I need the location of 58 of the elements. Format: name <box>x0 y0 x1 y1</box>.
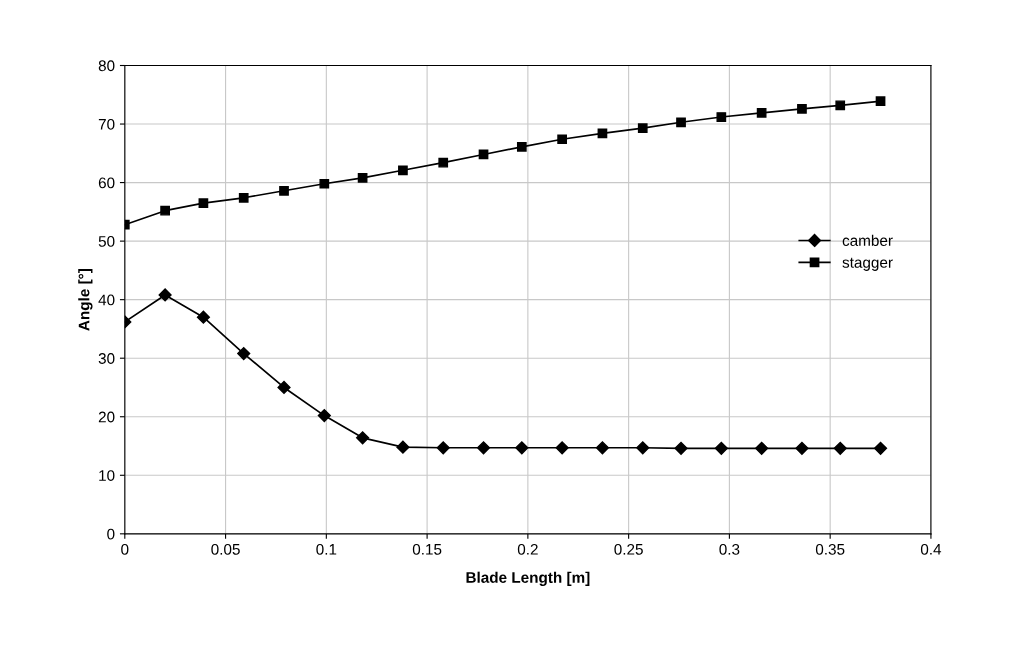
point <box>555 441 569 455</box>
y-tick-label: 20 <box>98 411 115 423</box>
point <box>676 117 686 128</box>
y-tick-label: 50 <box>98 235 115 247</box>
y-tick-label: 30 <box>98 353 115 364</box>
point <box>636 441 650 455</box>
point <box>835 100 846 111</box>
point <box>516 142 527 152</box>
point <box>756 108 767 118</box>
point <box>158 288 172 302</box>
y-tick-label: 70 <box>98 118 115 130</box>
point <box>873 441 888 455</box>
point <box>357 173 368 183</box>
point <box>438 157 449 168</box>
point <box>237 346 251 361</box>
x-tick-label: 0.1 <box>316 543 337 555</box>
point <box>875 96 886 107</box>
point <box>160 205 170 216</box>
point <box>317 408 331 423</box>
point <box>436 441 450 455</box>
point <box>714 441 728 455</box>
point <box>356 431 370 445</box>
point <box>515 441 529 455</box>
point <box>797 103 807 114</box>
point <box>716 112 727 122</box>
y-tick-label: 0 <box>107 528 115 540</box>
point <box>277 380 291 395</box>
point <box>319 178 330 189</box>
legend-label: camber <box>842 234 893 246</box>
x-tick-label: 0.15 <box>412 543 442 555</box>
point <box>795 441 809 455</box>
point <box>398 165 408 176</box>
point <box>196 310 210 324</box>
point <box>637 123 648 134</box>
x-tick-label: 0.3 <box>719 543 740 555</box>
x-tick-label: 0 <box>121 543 129 555</box>
point <box>198 198 209 208</box>
y-tick-label: 10 <box>99 470 115 481</box>
y-tick-label: 80 <box>98 60 115 72</box>
y-tick-label: 60 <box>98 177 115 189</box>
point <box>557 134 567 145</box>
point <box>833 441 847 455</box>
point <box>476 441 491 455</box>
x-tick-label: 0.25 <box>614 543 643 555</box>
y-axis-title: Angle [°] <box>78 269 93 331</box>
x-tick-label: 0.35 <box>815 543 845 555</box>
x-axis-title: Blade Length [m] <box>466 571 590 586</box>
point <box>396 440 410 454</box>
x-tick-label: 0.2 <box>517 543 538 555</box>
x-tick-label: 0.4 <box>920 543 942 555</box>
point <box>595 441 610 455</box>
point <box>238 192 249 203</box>
point <box>279 185 289 196</box>
point <box>755 441 769 455</box>
y-tick-label: 40 <box>98 294 115 306</box>
point <box>674 441 688 455</box>
x-tick-label: 0.05 <box>211 543 240 555</box>
legend-label: stagger <box>842 257 893 271</box>
